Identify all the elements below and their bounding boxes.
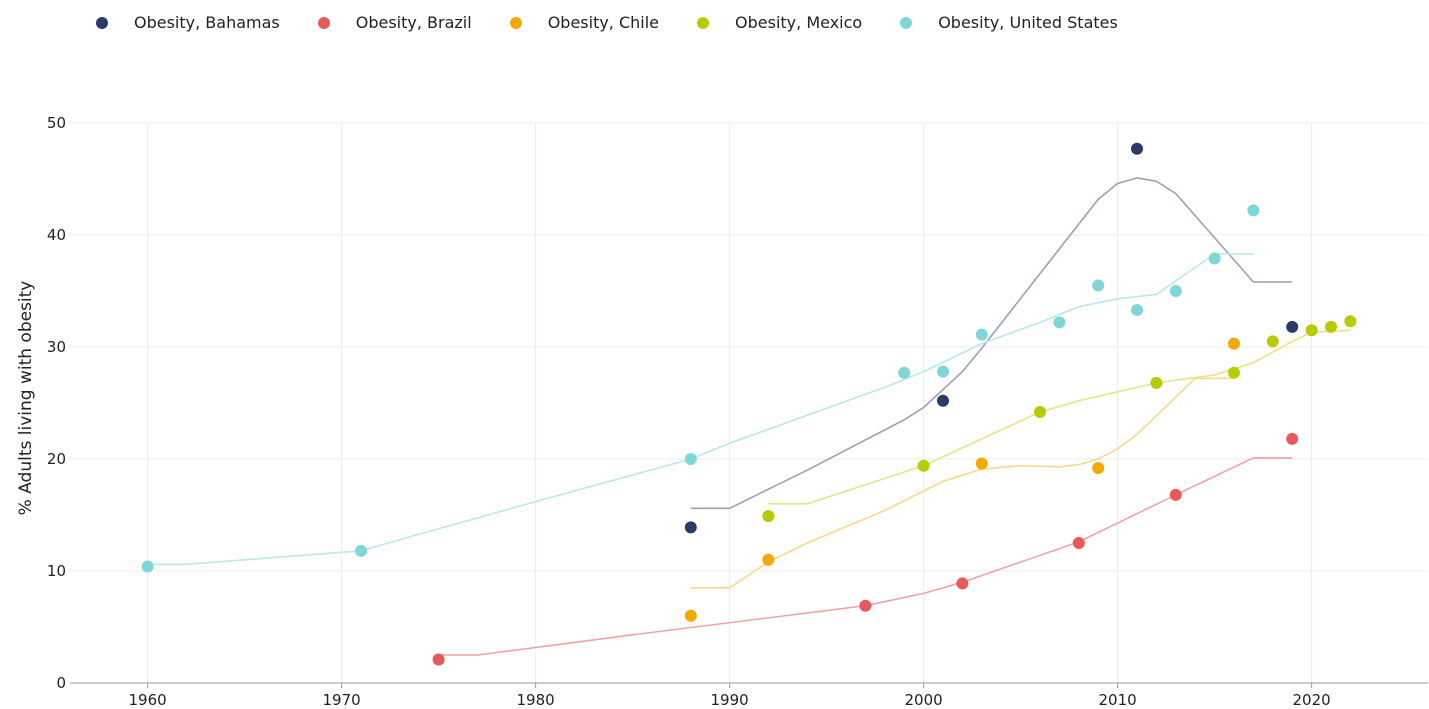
data-point [975, 328, 988, 341]
x-tick-label: 2020 [1293, 691, 1331, 709]
data-point [1266, 335, 1279, 348]
y-tick-label: 30 [47, 338, 66, 356]
trend-line [690, 177, 1293, 510]
trend-line [690, 377, 1234, 589]
data-point [762, 553, 775, 566]
data-point [684, 609, 697, 622]
x-tick-label: 1960 [129, 691, 167, 709]
legend-item: Obesity, Brazil [317, 13, 472, 32]
data-point [1305, 324, 1318, 337]
data-point [898, 366, 911, 379]
y-tick-label: 0 [56, 674, 66, 692]
data-point [684, 521, 697, 534]
data-point [432, 653, 445, 666]
y-tick-label: 50 [47, 114, 66, 132]
trend-line [768, 329, 1351, 505]
data-point [859, 599, 872, 612]
data-point [1208, 252, 1221, 265]
legend-label: Obesity, Mexico [735, 13, 863, 32]
data-point [1286, 320, 1299, 333]
data-point [917, 459, 930, 472]
data-point [1092, 461, 1105, 474]
x-tick-label: 1990 [711, 691, 749, 709]
data-point [937, 365, 949, 378]
legend-swatch [317, 16, 330, 29]
data-point [1131, 142, 1143, 155]
data-point [684, 453, 697, 465]
data-point [1053, 316, 1066, 329]
data-point [355, 544, 367, 557]
legend-swatch [96, 16, 108, 29]
legend-label: Obesity, Bahamas [134, 13, 280, 32]
data-point [937, 394, 949, 407]
legend-swatch [697, 16, 710, 29]
data-point [1286, 432, 1299, 445]
legend-swatch [509, 16, 522, 29]
data-point [1344, 315, 1357, 328]
legend-item: Obesity, Bahamas [96, 13, 280, 32]
data-point [1150, 376, 1163, 389]
data-point [1169, 285, 1182, 297]
legend-item: Obesity, Mexico [697, 13, 862, 32]
data-point [956, 577, 969, 590]
trend-line [438, 457, 1293, 656]
legend-item: Obesity, United States [900, 13, 1118, 32]
data-point [141, 560, 154, 573]
legend-item: Obesity, Chile [509, 13, 660, 32]
y-tick-label: 20 [47, 450, 66, 468]
data-point [1325, 320, 1337, 333]
x-tick-label: 2000 [905, 691, 943, 709]
data-point [1034, 405, 1046, 418]
x-tick-label: 1970 [323, 691, 361, 709]
legend-swatch [900, 16, 913, 29]
trend-line [147, 253, 1254, 566]
legend-label: Obesity, Chile [547, 13, 660, 32]
x-tick-label: 2010 [1099, 691, 1137, 709]
y-axis-label: % Adults living with obesity [16, 281, 36, 516]
data-point [1072, 537, 1085, 549]
x-tick-label: 1980 [517, 691, 555, 709]
legend-label: Obesity, United States [938, 13, 1118, 32]
data-point [762, 510, 775, 523]
data-point [1247, 204, 1260, 217]
legend: Obesity, Bahamas Obesity, Brazil Obesity, … [96, 13, 1156, 32]
data-point [1228, 337, 1240, 350]
data-point [1092, 279, 1105, 292]
data-point [1228, 366, 1240, 379]
data-point [1169, 488, 1182, 501]
y-tick-label: 10 [47, 562, 66, 580]
y-tick-label: 40 [47, 226, 66, 244]
data-point [975, 457, 988, 470]
data-point [1131, 304, 1143, 317]
legend-label: Obesity, Brazil [355, 13, 472, 32]
